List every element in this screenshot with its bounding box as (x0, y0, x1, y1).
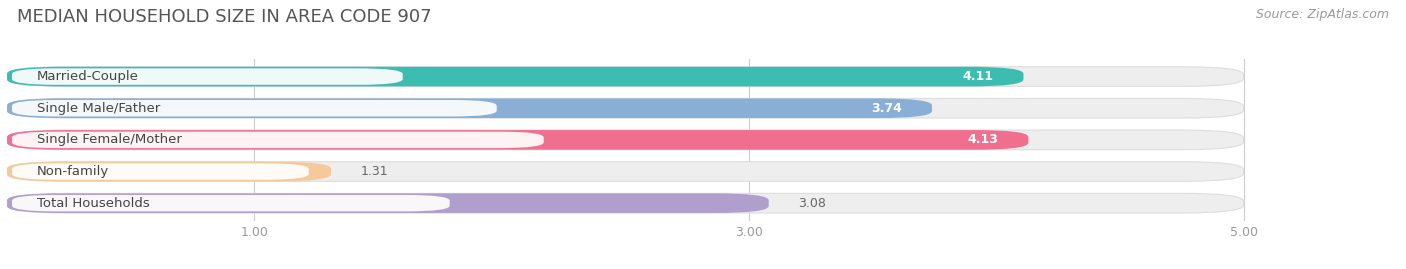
FancyBboxPatch shape (7, 67, 1024, 86)
Text: Source: ZipAtlas.com: Source: ZipAtlas.com (1256, 8, 1389, 21)
Text: 4.11: 4.11 (963, 70, 994, 83)
FancyBboxPatch shape (7, 130, 1243, 150)
FancyBboxPatch shape (7, 98, 932, 118)
Text: MEDIAN HOUSEHOLD SIZE IN AREA CODE 907: MEDIAN HOUSEHOLD SIZE IN AREA CODE 907 (17, 8, 432, 26)
Text: Single Female/Mother: Single Female/Mother (37, 133, 181, 146)
FancyBboxPatch shape (13, 163, 309, 180)
Text: 3.08: 3.08 (799, 197, 827, 210)
FancyBboxPatch shape (13, 195, 450, 211)
Text: Married-Couple: Married-Couple (37, 70, 139, 83)
Text: Total Households: Total Households (37, 197, 149, 210)
Text: 4.13: 4.13 (967, 133, 998, 146)
FancyBboxPatch shape (13, 68, 402, 85)
FancyBboxPatch shape (7, 130, 1028, 150)
FancyBboxPatch shape (7, 162, 1243, 181)
Text: 1.31: 1.31 (361, 165, 388, 178)
FancyBboxPatch shape (13, 100, 496, 116)
FancyBboxPatch shape (7, 193, 769, 213)
FancyBboxPatch shape (7, 162, 330, 181)
FancyBboxPatch shape (13, 132, 544, 148)
FancyBboxPatch shape (7, 98, 1243, 118)
FancyBboxPatch shape (7, 67, 1243, 86)
FancyBboxPatch shape (7, 193, 1243, 213)
Text: Non-family: Non-family (37, 165, 108, 178)
Text: 3.74: 3.74 (872, 102, 903, 115)
Text: Single Male/Father: Single Male/Father (37, 102, 160, 115)
